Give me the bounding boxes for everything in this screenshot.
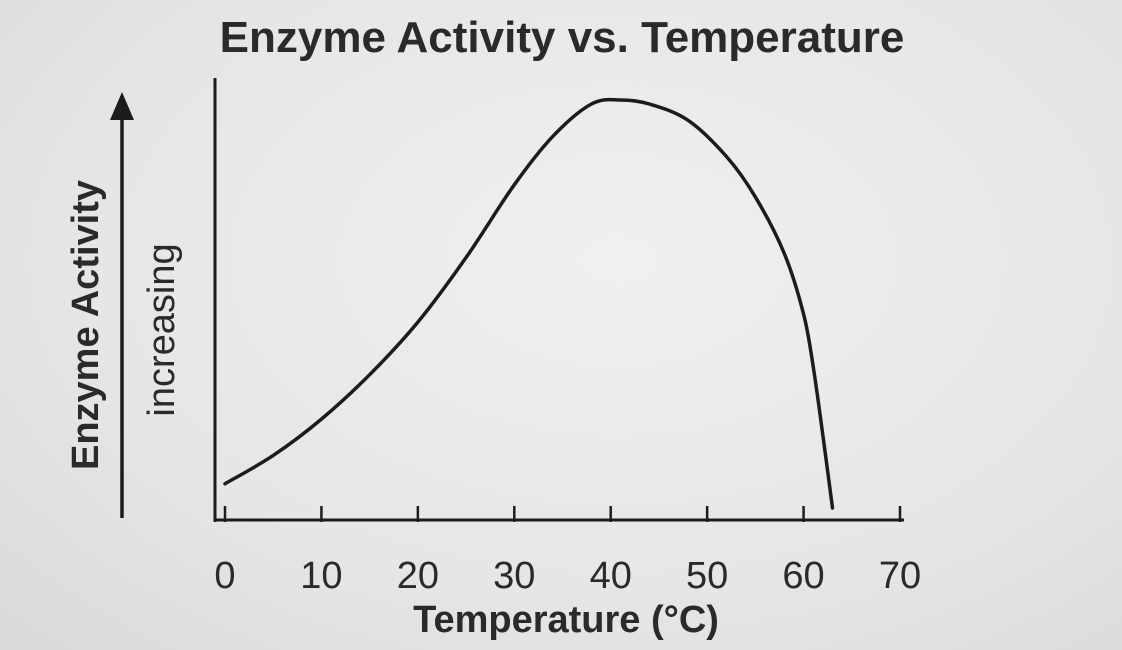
x-tick-label-0: 0 bbox=[214, 555, 235, 597]
x-tick-label-50: 50 bbox=[686, 555, 728, 597]
chart-title: Enzyme Activity vs. Temperature bbox=[220, 13, 905, 62]
x-axis-label: Temperature (°C) bbox=[413, 599, 719, 641]
x-tick-label-40: 40 bbox=[590, 555, 632, 597]
activity-curve bbox=[223, 97, 835, 510]
y-axis-secondary-label: increasing bbox=[141, 243, 183, 416]
x-tick-label-30: 30 bbox=[493, 555, 535, 597]
x-axis-tick-labels: 0 10 20 30 40 50 60 70 bbox=[214, 555, 921, 597]
increasing-arrow-head bbox=[110, 92, 134, 120]
x-tick-label-20: 20 bbox=[397, 555, 439, 597]
x-axis-ticks bbox=[223, 506, 902, 522]
y-axis-label: Enzyme Activity bbox=[65, 180, 107, 470]
x-tick-label-60: 60 bbox=[782, 555, 824, 597]
x-tick-label-70: 70 bbox=[879, 555, 921, 597]
x-tick-label-10: 10 bbox=[300, 555, 342, 597]
